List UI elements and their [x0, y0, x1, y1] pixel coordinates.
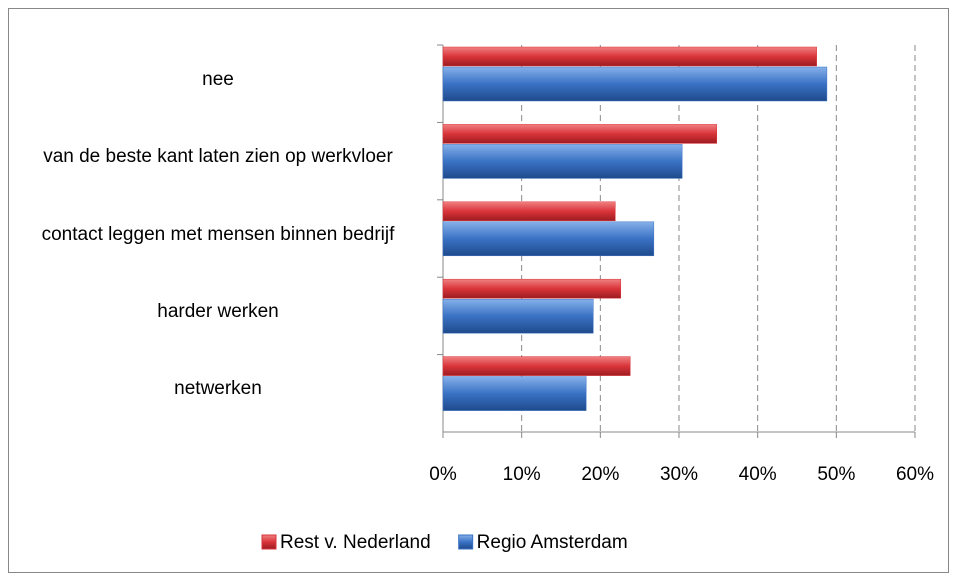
x-tick-label: 10%: [503, 464, 541, 485]
x-tick-label: 40%: [739, 464, 777, 485]
x-tick-label: 20%: [581, 464, 619, 485]
y-tick-label: netwerken: [174, 378, 262, 400]
legend-swatch: [261, 534, 277, 550]
bar: [442, 124, 718, 144]
bar: [442, 298, 594, 334]
bar: [442, 66, 828, 102]
bar: [442, 144, 683, 179]
x-tick-label: 0%: [429, 464, 457, 485]
bar: [442, 356, 631, 376]
legend-label: Regio Amsterdam: [477, 532, 628, 553]
x-tick-label: 50%: [817, 464, 855, 485]
y-tick-label: van de beste kant laten zien op werkvloe…: [43, 146, 393, 168]
bar: [442, 376, 587, 411]
y-tick-label: harder werken: [157, 301, 279, 323]
legend-label: Rest v. Nederland: [280, 532, 431, 553]
bar: [442, 201, 616, 222]
y-tick-label: nee: [202, 68, 234, 90]
bar: [442, 278, 622, 299]
x-tick-label: 30%: [660, 464, 698, 485]
bar: [442, 46, 817, 67]
legend-swatch: [458, 534, 474, 550]
y-tick-label: contact leggen met mensen binnen bedrijf: [41, 223, 395, 245]
bar: [442, 221, 655, 257]
x-tick-label: 60%: [896, 464, 934, 485]
